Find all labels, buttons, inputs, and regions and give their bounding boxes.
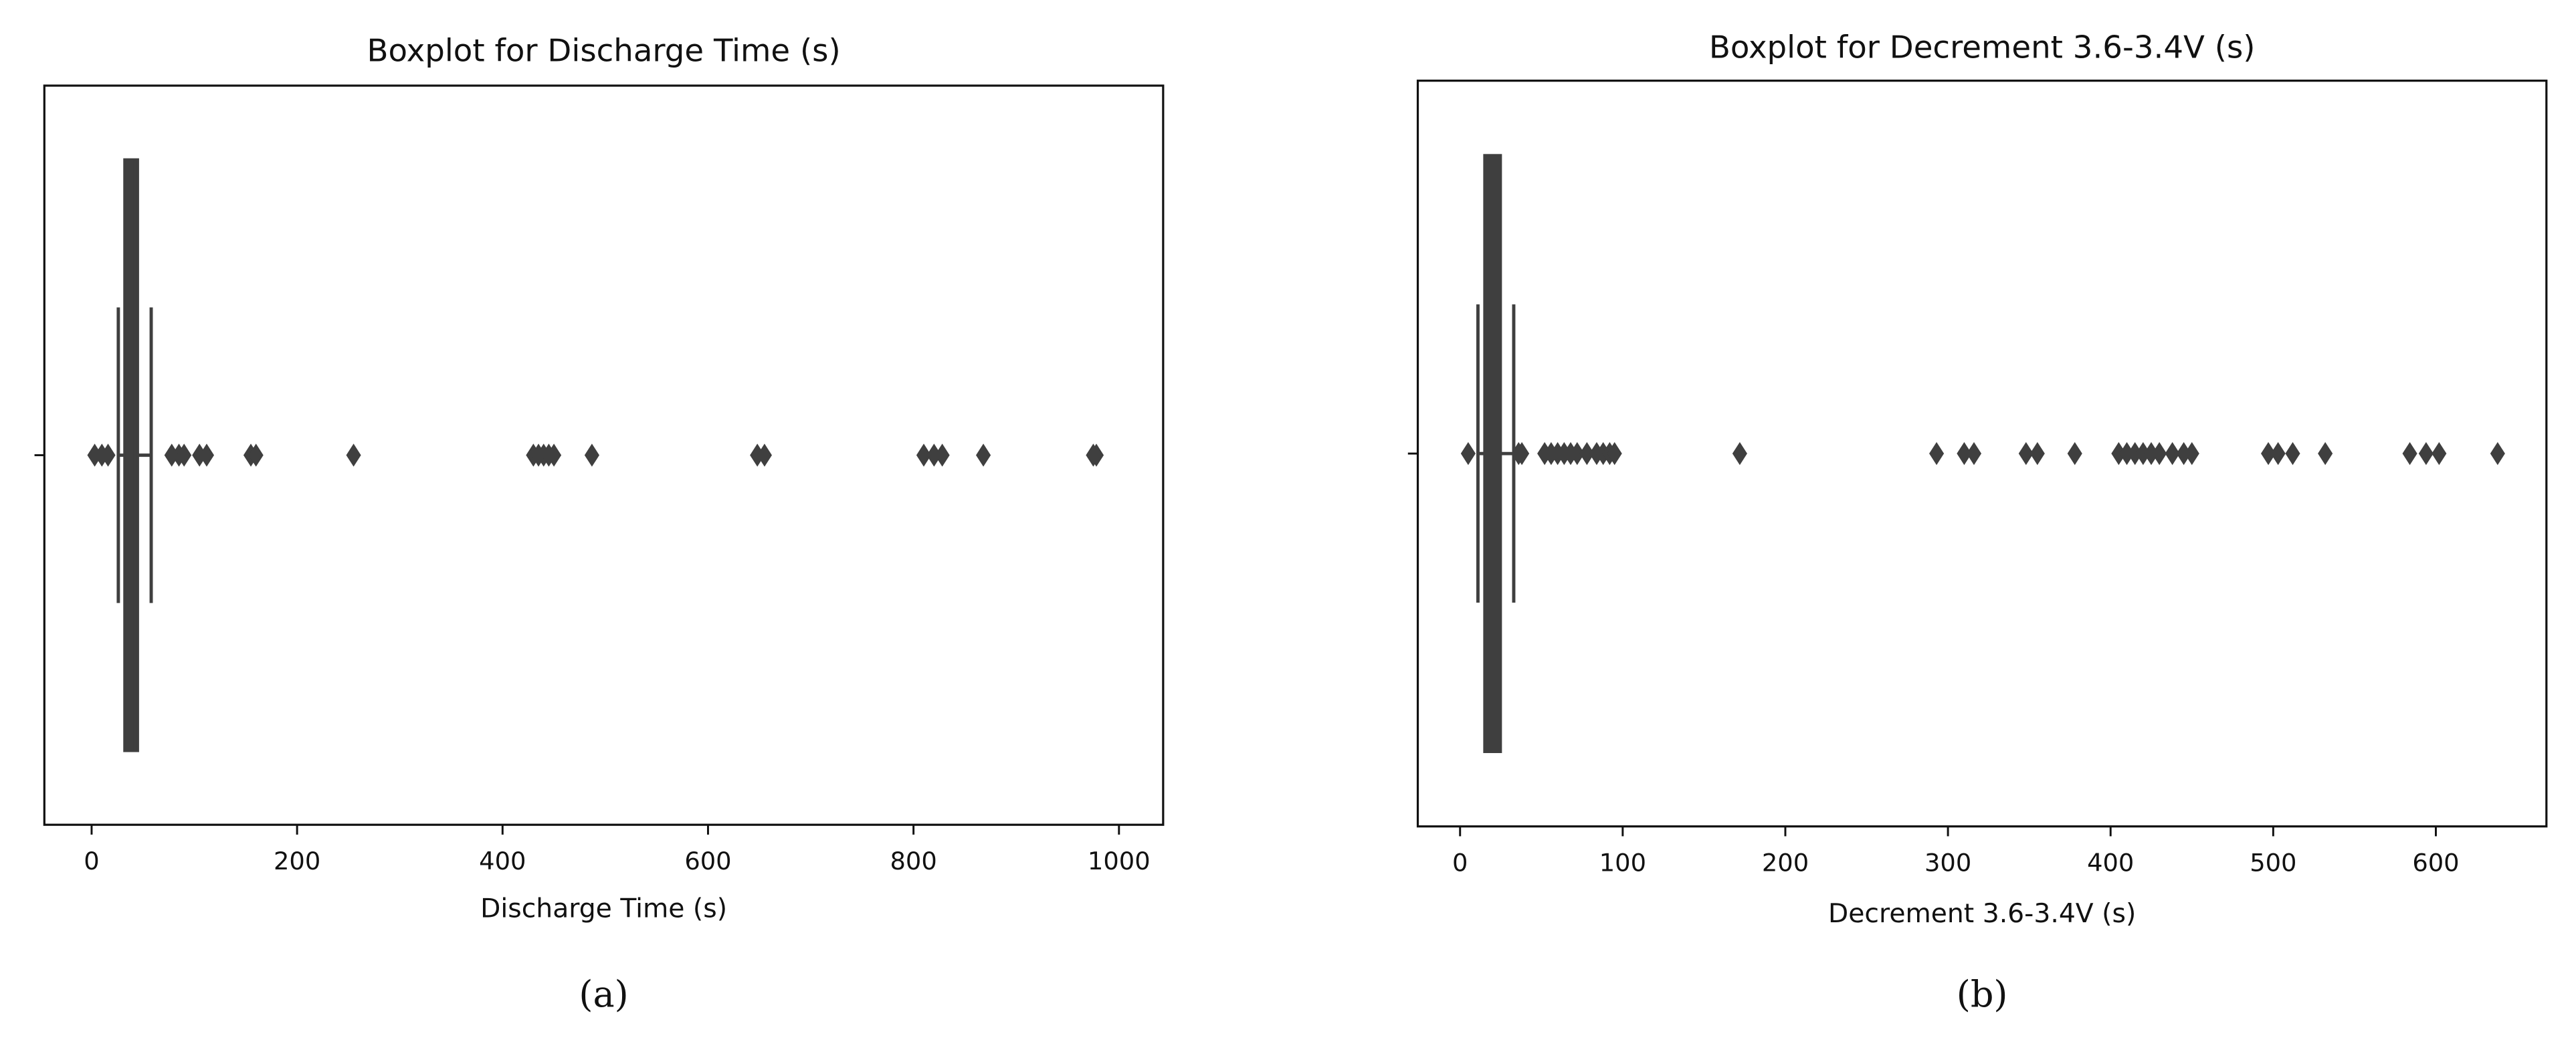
outlier xyxy=(2152,441,2167,465)
outlier xyxy=(1607,441,1622,465)
outlier xyxy=(2165,441,2180,465)
outlier xyxy=(934,443,950,467)
outlier xyxy=(1966,441,1982,465)
outlier xyxy=(584,443,599,467)
outlier xyxy=(2318,441,2333,465)
outlier xyxy=(2176,441,2191,465)
outlier xyxy=(177,443,192,467)
outlier xyxy=(2418,441,2434,465)
outlier xyxy=(199,443,215,467)
outlier xyxy=(2119,441,2135,465)
x-tick-label: 1000 xyxy=(1088,847,1151,875)
x-tick-label: 600 xyxy=(684,847,731,875)
outlier xyxy=(1579,441,1595,465)
x-tick-label: 100 xyxy=(1599,849,1646,877)
x-axis-label: Discharge Time (s) xyxy=(480,894,727,924)
outlier xyxy=(1460,441,1476,465)
outlier xyxy=(1088,443,1104,467)
x-tick-label: 0 xyxy=(1452,849,1468,877)
x-tick-label: 200 xyxy=(274,847,320,875)
x-tick-label: 400 xyxy=(2087,849,2134,877)
outlier xyxy=(1732,441,1747,465)
outlier xyxy=(1957,441,1972,465)
caption: (a) xyxy=(579,973,628,1015)
outlier xyxy=(2184,441,2199,465)
outlier xyxy=(547,443,562,467)
caption: (b) xyxy=(1957,973,2008,1015)
x-tick-label: 800 xyxy=(890,847,936,875)
outlier xyxy=(2111,441,2126,465)
x-tick-label: 0 xyxy=(84,847,99,875)
plot-frame xyxy=(1416,80,2548,828)
x-tick-label: 600 xyxy=(2412,849,2459,877)
outlier xyxy=(2029,441,2045,465)
outlier xyxy=(2432,441,2447,465)
outlier xyxy=(976,443,991,467)
outlier xyxy=(346,443,361,467)
outlier xyxy=(2127,441,2143,465)
outlier xyxy=(2402,441,2417,465)
outlier xyxy=(916,443,932,467)
outlier xyxy=(248,443,264,467)
x-tick-label: 400 xyxy=(479,847,526,875)
outlier xyxy=(2067,441,2082,465)
x-tick-label: 500 xyxy=(2250,849,2296,877)
outlier xyxy=(1929,441,1945,465)
chart-title: Boxplot for Discharge Time (s) xyxy=(367,33,840,69)
x-tick-label: 200 xyxy=(1762,849,1809,877)
chart-title: Boxplot for Decrement 3.6-3.4V (s) xyxy=(1709,29,2256,66)
outlier xyxy=(2270,441,2286,465)
outlier xyxy=(926,443,942,467)
x-axis-label: Decrement 3.6-3.4V (s) xyxy=(1828,899,2136,929)
outlier xyxy=(2490,441,2505,465)
outlier xyxy=(2018,441,2034,465)
x-tick-label: 300 xyxy=(1924,849,1971,877)
outlier xyxy=(100,443,116,467)
outlier xyxy=(757,443,772,467)
outlier xyxy=(2285,441,2300,465)
outlier xyxy=(1514,441,1530,465)
